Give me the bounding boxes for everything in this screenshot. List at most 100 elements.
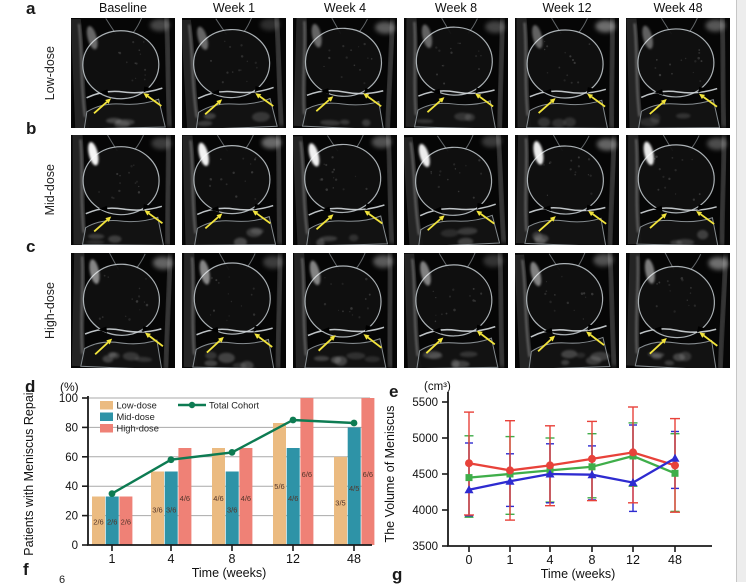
row-label-mid-dose: Mid-dose	[40, 135, 60, 245]
bar-Low-dose-wk12	[273, 423, 286, 545]
marker-triangle	[505, 476, 515, 485]
mri-image-a-week-48	[626, 18, 730, 128]
x-tick-label: 4	[547, 553, 554, 567]
bar-value-label: 4/5	[349, 484, 359, 493]
meniscus-arrow-icons	[425, 330, 496, 354]
legend-label-total-cohort: Total Cohort	[209, 401, 260, 411]
marker-circle	[588, 454, 596, 463]
mri-image-b-week-12	[515, 135, 619, 245]
marker-triangle	[464, 485, 474, 494]
bar-value-label: 2/6	[93, 517, 103, 526]
chart-meniscus-repair: 2/6 3/6 4/6 5/6 3/5 2/6 3/6 3/6 4/6 4/5 2/6 4/6 4/6 6…	[20, 376, 380, 580]
y-axis-title: The Volume of Meniscus	[383, 406, 397, 543]
meniscus-arrow-icons	[93, 93, 162, 115]
meniscus-arrow-icons	[94, 332, 164, 356]
bar-Mid-dose-wk8	[225, 471, 239, 545]
x-tick-label: 1	[507, 553, 514, 567]
panel-letter-b: b	[26, 119, 37, 138]
meniscus-arrow-icons	[649, 93, 718, 115]
x-tick-label: 8	[229, 552, 236, 566]
bar-value-label: 3/6	[152, 505, 162, 514]
legend-label: Mid-dose	[117, 412, 155, 422]
bar-value-label: 5/6	[274, 482, 284, 491]
x-tick-label: 8	[589, 553, 596, 567]
bar-Mid-dose-wk12	[286, 448, 300, 545]
y-tick-label: 40	[65, 481, 78, 493]
marker-triangle	[545, 469, 555, 478]
bar-High-dose-wk48	[361, 398, 375, 545]
bar-value-label: 3/6	[166, 505, 176, 514]
page-right-border	[736, 0, 746, 582]
marker-square	[671, 469, 679, 477]
legend-swatch-Low-dose	[100, 401, 113, 410]
bar-value-label: 2/6	[121, 517, 131, 526]
meniscus-arrow-icons	[204, 210, 271, 230]
column-header-baseline: Baseline	[99, 1, 147, 15]
marker-circle	[671, 461, 679, 470]
meniscus-arrow-icons	[318, 334, 383, 352]
marker-circle	[465, 459, 473, 468]
bar-value-label: 3/6	[227, 505, 237, 514]
chart-meniscus-volume: 3500 4000 4500 5000 5500 0 1 4 8 12 48 (cm³) The Vol…	[380, 376, 746, 582]
mri-image-b-week-1	[182, 135, 286, 245]
bar-Low-dose-wk48	[334, 456, 347, 545]
marker-square	[588, 463, 596, 471]
x-tick-label: 0	[466, 553, 473, 567]
bar-value-label: 4/6	[241, 494, 251, 503]
bar-Mid-dose-wk1	[105, 496, 119, 545]
mri-image-c-week-8	[404, 253, 508, 368]
marker-circle	[506, 466, 514, 475]
bar-chart-svg: 2/6 3/6 4/6 5/6 3/5 2/6 3/6 3/6 4/6 4/5 2/6 4/6 4/6 6…	[22, 380, 375, 580]
meniscus-arrow-icons	[93, 210, 163, 233]
bar-value-label: 6/6	[363, 470, 373, 479]
series-line-green-squares	[468, 454, 676, 479]
y-unit-label: (cm³)	[424, 381, 451, 393]
column-header-week-8: Week 8	[434, 1, 478, 15]
meniscus-arrow-icons	[538, 210, 607, 232]
panel-f-partial-text: 6	[59, 574, 66, 586]
legend-label: Low-dose	[117, 401, 157, 411]
meniscus-arrow-icons	[426, 93, 494, 113]
marker-triangle	[628, 478, 638, 487]
mri-image-c-week-48	[626, 253, 730, 368]
x-tick-label: 1	[109, 552, 116, 566]
marker-triangle	[587, 470, 597, 479]
bar-Mid-dose-wk4	[164, 471, 178, 545]
x-tick-label: 4	[168, 552, 175, 566]
y-tick-label: 4500	[412, 469, 438, 481]
column-header-week-48: Week 48	[653, 1, 703, 15]
x-tick-label: 48	[347, 552, 361, 566]
meniscus-arrow-icons	[649, 332, 718, 355]
bar-value-label: 4/6	[288, 494, 298, 503]
panel-letter-c: c	[26, 237, 36, 256]
row-label-text: Low-dose	[43, 45, 57, 101]
bar-value-label: 4/6	[180, 494, 190, 503]
mri-image-c-week-4	[293, 253, 397, 368]
y-tick-label: 0	[72, 540, 78, 552]
bar-value-label: 2/6	[107, 517, 117, 526]
mri-image-b-week-4	[293, 135, 397, 245]
bar-value-label: 6/6	[302, 470, 312, 479]
y-tick-label: 60	[65, 452, 78, 464]
mri-image-a-week-8	[404, 18, 508, 128]
bar-Mid-dose-wk48	[347, 427, 361, 545]
row-label-text: High-dose	[43, 282, 57, 339]
legend-label: High-dose	[117, 424, 159, 434]
series-line-blue-triangles	[468, 457, 676, 491]
y-tick-label: 4000	[412, 505, 438, 517]
marker-circle	[629, 448, 637, 457]
y-axis-title: Patients with Meniscus Repair	[22, 388, 36, 555]
panel-letter-e: e	[389, 382, 399, 401]
meniscus-arrow-icons	[315, 210, 383, 230]
meniscus-arrow-icons	[204, 93, 274, 115]
mri-image-c-week-1	[182, 253, 286, 368]
x-tick-label: 12	[286, 552, 300, 566]
panel-letter-f: f	[23, 560, 29, 579]
row-label-text: Mid-dose	[43, 164, 57, 216]
panel-letter-a: a	[26, 0, 36, 18]
marker-circle	[546, 461, 554, 470]
meniscus-arrow-icons	[537, 331, 605, 353]
series-line-red-circles	[468, 451, 676, 472]
row-label-low-dose: Low-dose	[40, 18, 60, 128]
